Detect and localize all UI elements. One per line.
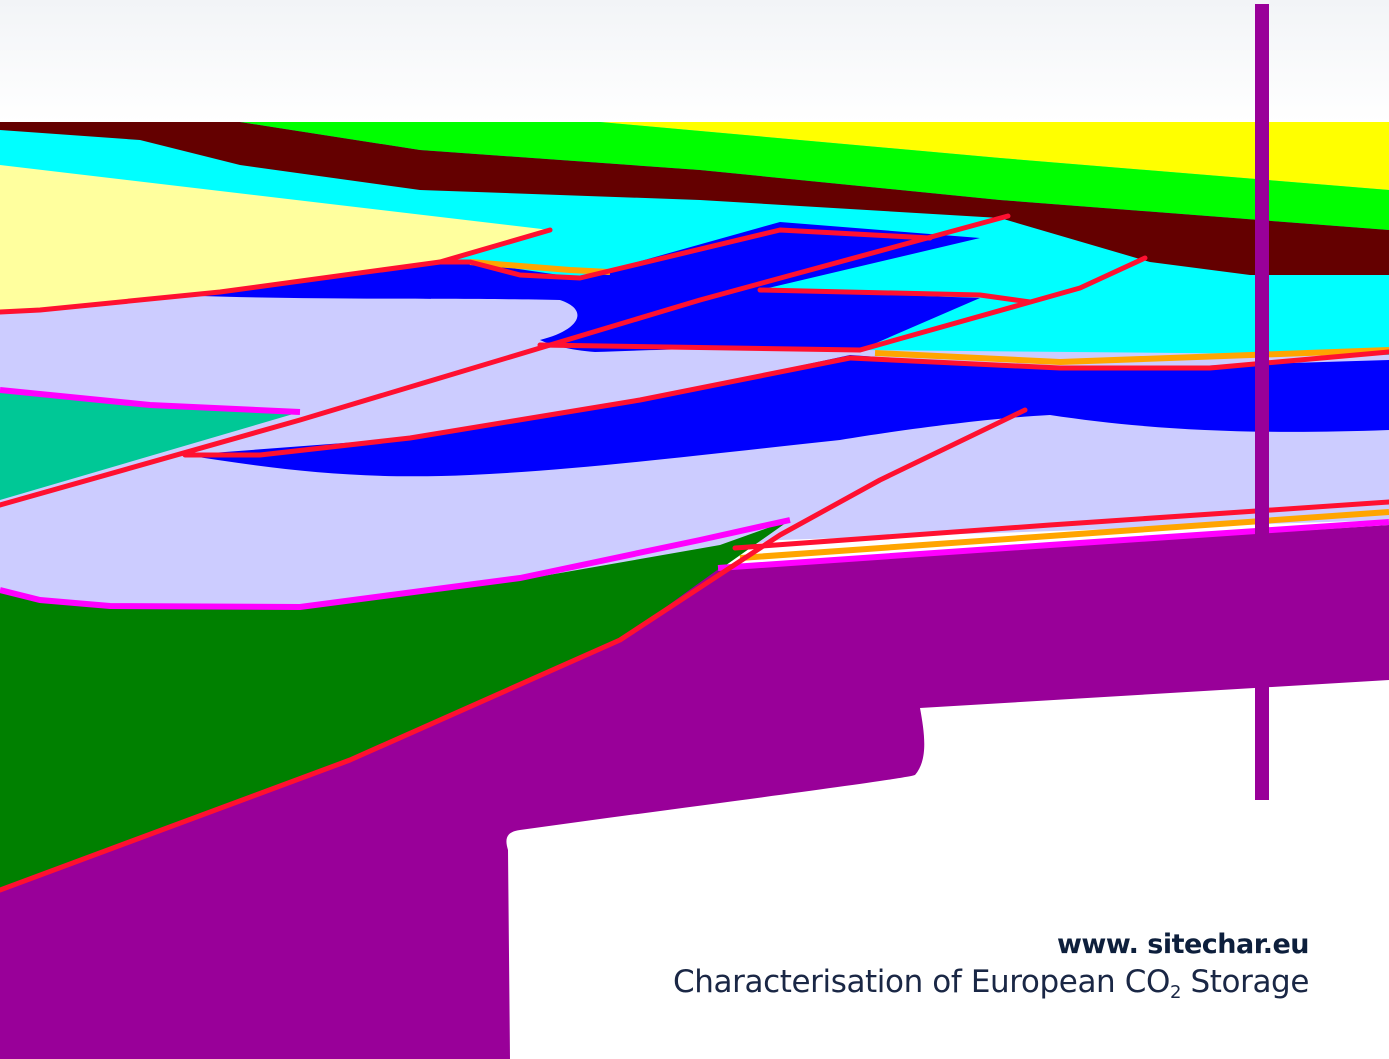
horizon-magenta-base — [0, 517, 791, 611]
fault-main — [0, 213, 1011, 508]
tagline: Characterisation of European CO2 Storage — [673, 962, 1309, 1013]
layer-blue-upper — [200, 222, 980, 352]
tagline-text-before: Characterisation of European CO — [673, 964, 1170, 1000]
tagline-text-after: Storage — [1181, 964, 1310, 1000]
layer-dark-green — [0, 520, 790, 890]
top-background — [0, 0, 1389, 122]
horizon-orange-upper — [469, 259, 611, 275]
horizon-orange-lower — [739, 509, 1389, 561]
fault-deep — [0, 407, 1028, 893]
layer-teal — [0, 390, 300, 500]
layer-purple — [0, 525, 1389, 1059]
layer-pale-yellow — [0, 165, 550, 312]
horizon-red-base — [732, 499, 1389, 551]
horizon-red-upper-left — [0, 227, 553, 315]
horizon-red-middle — [757, 287, 1033, 305]
horizon-orange-right — [874, 347, 1389, 366]
horizon-red-lower — [182, 355, 853, 458]
fault-right — [537, 255, 1148, 353]
layer-yellow — [600, 122, 1389, 190]
horizon-red-upper — [437, 227, 933, 281]
caption: www. sitechar.eu Characterisation of Eur… — [673, 928, 1309, 1013]
layer-maroon — [0, 122, 1389, 275]
horizon-red-right — [847, 349, 1389, 371]
well-bore — [1255, 4, 1269, 800]
horizon-magenta-teal — [0, 387, 301, 415]
website-link[interactable]: www. sitechar.eu — [1056, 929, 1310, 960]
horizon-magenta-right — [717, 519, 1389, 571]
layer-green — [240, 122, 1389, 230]
layer-blue-lower — [185, 355, 1389, 477]
tagline-subscript: 2 — [1169, 982, 1182, 1003]
